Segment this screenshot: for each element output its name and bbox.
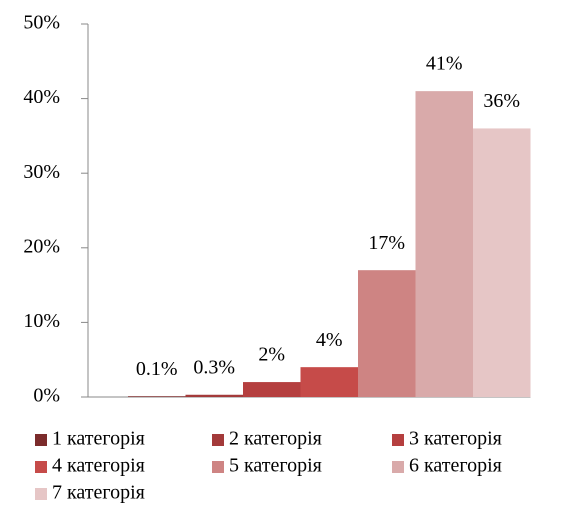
bar	[185, 394, 243, 397]
y-tick-label: 40%	[23, 86, 60, 108]
y-tick-label: 30%	[23, 161, 60, 183]
legend-swatch	[392, 434, 404, 446]
data-label: 41%	[426, 53, 463, 75]
bar	[243, 382, 301, 397]
data-label: 36%	[483, 90, 520, 112]
data-label: 17%	[368, 232, 405, 254]
legend-swatch	[212, 434, 224, 446]
data-label: 2%	[258, 344, 285, 366]
data-label: 4%	[316, 329, 343, 351]
bar	[128, 396, 186, 397]
bar	[473, 128, 531, 397]
data-label: 0.1%	[136, 358, 178, 380]
legend-label: 2 категорія	[229, 428, 322, 450]
legend-swatch	[392, 461, 404, 473]
y-tick-label: 0%	[33, 385, 60, 407]
legend-swatch	[35, 434, 47, 446]
legend-swatch	[35, 461, 47, 473]
legend-swatch	[35, 488, 47, 500]
data-label: 0.3%	[193, 356, 235, 378]
bar	[300, 367, 358, 397]
y-tick-label: 50%	[23, 12, 60, 34]
legend-label: 6 категорія	[409, 455, 502, 477]
legend-label: 5 категорія	[229, 455, 322, 477]
y-tick-label: 10%	[23, 310, 60, 332]
legend-swatch	[212, 461, 224, 473]
legend-label: 1 категорія	[52, 428, 145, 450]
legend-label: 4 категорія	[52, 455, 145, 477]
y-tick-label: 20%	[23, 235, 60, 257]
bar	[415, 91, 473, 397]
legend-label: 7 категорія	[52, 482, 145, 504]
bar	[358, 270, 416, 397]
legend-label: 3 категорія	[409, 428, 502, 450]
